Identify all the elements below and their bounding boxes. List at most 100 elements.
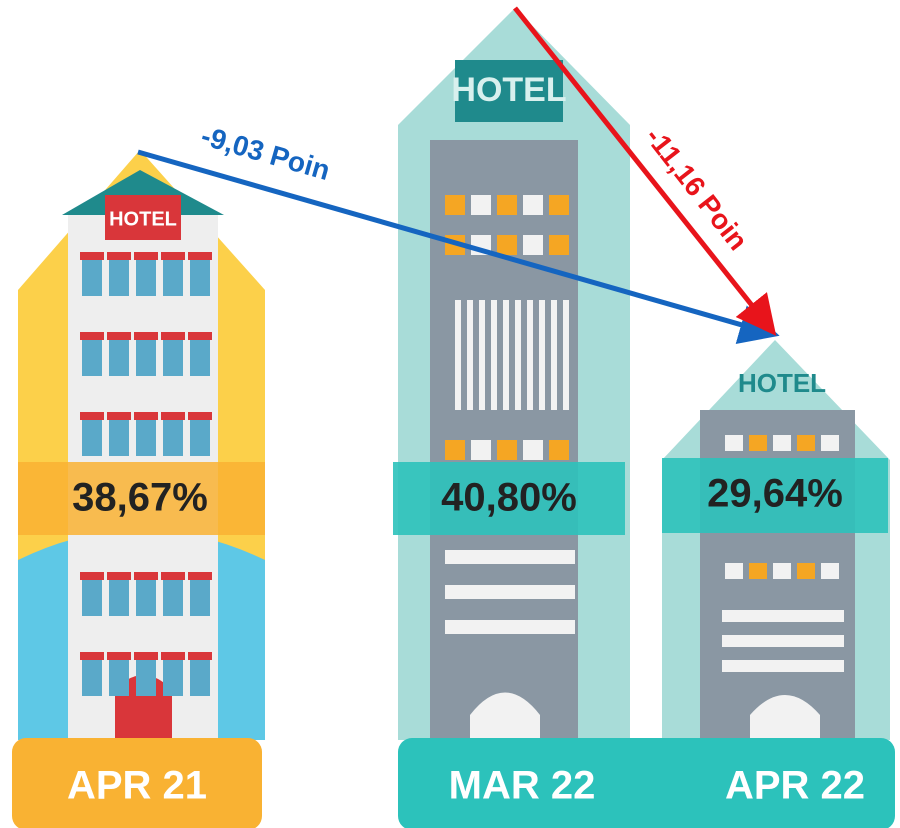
window — [134, 252, 158, 260]
window — [445, 195, 465, 215]
window — [80, 652, 104, 660]
window — [163, 420, 183, 456]
window — [523, 440, 543, 460]
window — [445, 550, 575, 564]
window — [749, 435, 767, 451]
window — [821, 563, 839, 579]
window — [549, 195, 569, 215]
window — [445, 620, 575, 634]
arrow — [137, 149, 780, 344]
window — [797, 435, 815, 451]
label-box — [398, 738, 895, 828]
period-label: APR 21 — [67, 764, 207, 808]
window — [491, 300, 497, 410]
window — [549, 235, 569, 255]
value-label: 29,64% — [707, 472, 843, 516]
window — [467, 300, 473, 410]
arrow — [513, 6, 777, 336]
window — [163, 340, 183, 376]
window — [471, 195, 491, 215]
window — [136, 340, 156, 376]
window — [109, 660, 129, 696]
window — [497, 235, 517, 255]
window — [797, 563, 815, 579]
window — [445, 585, 575, 599]
window — [722, 635, 844, 647]
window — [471, 440, 491, 460]
value-label: 38,67% — [72, 476, 208, 520]
window — [188, 332, 212, 340]
window — [523, 195, 543, 215]
window — [190, 260, 210, 296]
window — [163, 260, 183, 296]
window — [82, 260, 102, 296]
window — [497, 195, 517, 215]
window — [503, 300, 509, 410]
window — [190, 420, 210, 456]
hotel-sign-text: HOTEL — [109, 208, 177, 230]
window — [188, 652, 212, 660]
window — [445, 440, 465, 460]
period-label: MAR 22 — [449, 764, 596, 808]
window — [479, 300, 485, 410]
window — [523, 235, 543, 255]
window — [161, 652, 185, 660]
window — [563, 300, 569, 410]
window — [134, 412, 158, 420]
window — [161, 572, 185, 580]
hotel-sign — [455, 60, 563, 122]
label-box — [12, 738, 262, 828]
hotel-sign-text: HOTEL — [738, 368, 826, 398]
window — [109, 260, 129, 296]
window — [109, 420, 129, 456]
window — [527, 300, 533, 410]
window — [80, 412, 104, 420]
window — [163, 580, 183, 616]
window — [82, 580, 102, 616]
window — [539, 300, 545, 410]
window — [134, 572, 158, 580]
window — [190, 340, 210, 376]
window — [163, 660, 183, 696]
window — [722, 610, 844, 622]
window — [136, 660, 156, 696]
value-label: 40,80% — [441, 476, 577, 520]
window — [80, 572, 104, 580]
window — [107, 332, 131, 340]
period-label: APR 22 — [725, 764, 865, 808]
window — [80, 332, 104, 340]
window — [725, 435, 743, 451]
door — [470, 692, 540, 740]
window — [82, 420, 102, 456]
hotel-sign-text: HOTEL — [451, 71, 566, 109]
window — [161, 332, 185, 340]
value-box — [18, 462, 265, 535]
window — [188, 572, 212, 580]
window — [725, 563, 743, 579]
window — [161, 252, 185, 260]
window — [107, 412, 131, 420]
window — [821, 435, 839, 451]
window — [190, 660, 210, 696]
window — [82, 660, 102, 696]
window — [190, 580, 210, 616]
window — [455, 300, 461, 410]
door-awning — [115, 675, 172, 740]
window — [109, 340, 129, 376]
window — [134, 652, 158, 660]
window — [136, 420, 156, 456]
hotel-sign — [105, 195, 181, 240]
roof — [62, 170, 224, 215]
window — [188, 412, 212, 420]
window — [161, 412, 185, 420]
window — [107, 652, 131, 660]
value-box — [393, 462, 625, 535]
value-box — [662, 458, 888, 533]
window — [107, 252, 131, 260]
window — [188, 252, 212, 260]
window — [515, 300, 521, 410]
window — [773, 563, 791, 579]
window — [551, 300, 557, 410]
